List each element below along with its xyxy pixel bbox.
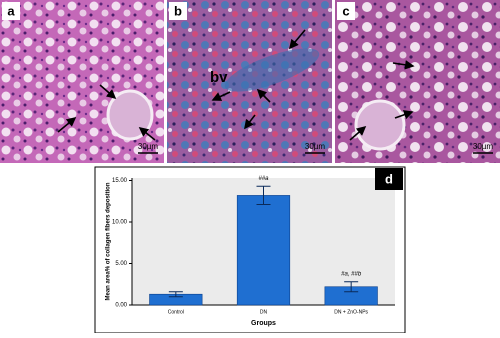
panel-label: d (385, 171, 393, 186)
bar (236, 195, 291, 306)
scale-bar-label: 30µm (138, 142, 159, 151)
glomerulus (354, 99, 406, 151)
collagen-region (224, 48, 320, 92)
x-axis-label: Groups (251, 320, 276, 327)
panel-label: c (342, 3, 349, 18)
annotation: ##a (258, 176, 269, 182)
panel-label: a (7, 3, 15, 18)
x-tick-label: Control (168, 309, 184, 315)
panel-label-box (2, 2, 20, 20)
panel-label-box (169, 2, 187, 20)
panel-label: b (174, 3, 182, 18)
y-tick-label: 0.00 (115, 303, 127, 309)
x-tick-label: DN + ZnO-NPs (334, 309, 368, 315)
scale-bar-label: 30µm (473, 142, 494, 151)
annotation: #a, ##b (341, 271, 362, 277)
y-tick-label: 5.00 (115, 261, 127, 267)
x-tick-label: DN (260, 309, 268, 315)
panel-label-box (375, 168, 403, 190)
y-axis-label: Mean area% of collagen fibers deposition (106, 182, 112, 300)
panel-label-box (337, 2, 355, 20)
error-bar (168, 291, 183, 298)
micrograph (0, 0, 164, 163)
glomerulus (106, 89, 154, 141)
y-tick-label: 15.00 (112, 178, 128, 184)
error-bar (256, 185, 271, 206)
error-bar (344, 281, 359, 293)
scale-bar-label: 30µm (305, 142, 326, 151)
arrows (57, 29, 415, 141)
y-tick-label: 10.00 (112, 220, 128, 226)
annotation: bv (210, 69, 228, 86)
